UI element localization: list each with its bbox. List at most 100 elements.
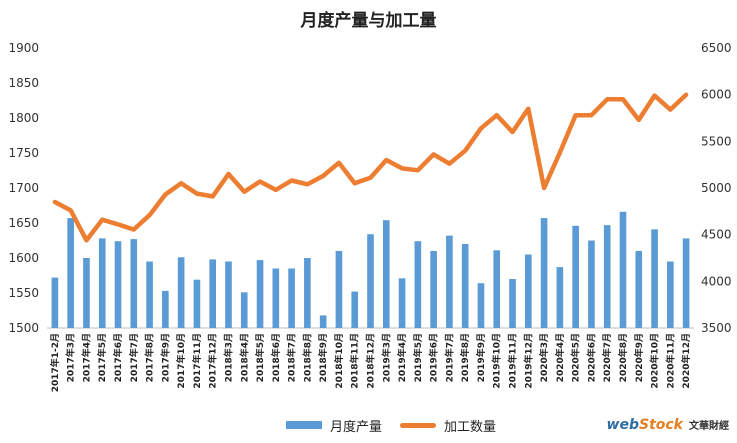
legend-line-swatch [400,422,437,428]
category-label-16: 2018年8月 [301,333,313,382]
watermark-brand-a: web [606,417,639,433]
bar-24 [430,251,437,328]
category-label-6: 2017年8月 [144,333,156,382]
processing-line [52,92,689,243]
category-label-26: 2019年8月 [459,333,471,382]
bar-25 [446,235,453,328]
left-tick-5: 1750 [8,146,39,160]
category-label-29: 2019年11月 [507,333,519,389]
left-tick-4: 1700 [8,181,39,195]
bar-series [51,211,690,328]
right-tick-3: 5000 [701,181,732,195]
category-label-19: 2018年11月 [349,333,361,389]
category-label-8: 2017年10月 [175,333,187,389]
bar-3 [98,238,106,328]
left-axis-ticks: 1500 1550 1600 1650 1700 1750 1800 1850 1900 [8,41,39,335]
left-tick-2: 1600 [8,251,39,265]
category-label-5: 2017年7月 [128,333,140,382]
right-tick-2: 4500 [701,228,732,242]
category-label-24: 2019年6月 [428,333,440,382]
left-tick-1: 1550 [8,286,39,300]
watermark-sub: 文華財經 [689,421,729,432]
bar-37 [635,251,643,328]
category-label-12: 2018年4月 [238,333,250,382]
line-series [52,92,689,243]
category-label-31: 2020年3月 [538,333,550,382]
bar-18 [335,251,343,328]
bar-31 [540,218,548,328]
category-label-9: 2017年11月 [191,333,203,389]
category-label-10: 2017年12月 [207,333,219,389]
category-label-39: 2020年11月 [664,333,676,389]
category-label-37: 2020年9月 [633,333,645,382]
bar-22 [398,278,406,328]
bar-5 [130,239,138,328]
right-tick-5: 6000 [701,88,732,102]
category-label-15: 2018年7月 [286,333,298,382]
bar-33 [572,225,579,328]
category-label-18: 2018年10月 [333,333,345,389]
right-tick-4: 5500 [701,134,732,148]
left-tick-0: 1500 [8,321,39,335]
category-label-30: 2019年12月 [522,333,534,389]
legend-item-production: 月度产量 [286,416,382,435]
category-label-0: 2017年1-2月 [49,333,61,392]
category-label-13: 2018年5月 [254,333,266,382]
bar-10 [209,259,217,328]
category-label-32: 2020年4月 [554,333,566,382]
legend-label-processing: 加工数量 [444,419,497,435]
category-label-4: 2017年6月 [112,333,124,382]
category-label-11: 2018年3月 [222,333,234,382]
category-label-40: 2020年12月 [680,333,692,389]
category-label-2: 2017年4月 [80,333,92,382]
category-label-1: 2017年3月 [65,333,77,382]
bar-26 [461,244,469,328]
bar-11 [225,261,232,328]
bar-23 [414,241,422,328]
legend-label-production: 月度产量 [330,419,383,435]
bar-12 [240,292,248,328]
category-label-28: 2019年10月 [491,333,503,389]
category-label-33: 2020年5月 [570,333,582,382]
legend: 月度产量 加工数量 [286,416,514,435]
left-tick-8: 1900 [8,41,39,55]
bar-34 [588,240,595,328]
bar-15 [288,268,295,328]
category-label-25: 2019年7月 [443,333,455,382]
right-axis-ticks: 3500 4000 4500 5000 5500 6000 6500 [701,41,732,335]
category-label-21: 2019年3月 [380,333,392,382]
bar-14 [272,268,280,328]
category-label-22: 2019年4月 [396,333,408,382]
bar-1 [67,218,74,328]
bar-36 [619,211,627,328]
category-label-3: 2017年5月 [96,333,108,382]
bar-9 [193,279,201,328]
category-label-23: 2019年5月 [412,333,424,382]
bar-40 [682,238,690,328]
bar-4 [114,241,122,328]
watermark-brand-b: Stock [638,417,683,433]
category-label-27: 2019年9月 [475,333,487,382]
left-tick-7: 1850 [8,76,39,90]
category-label-34: 2020年6月 [585,333,597,382]
bar-39 [667,261,674,328]
watermark-brand: webStock [607,417,683,433]
bar-0 [51,277,59,328]
category-label-20: 2018年12月 [365,333,377,389]
bar-30 [524,254,532,328]
category-label-38: 2020年10月 [649,333,661,389]
bar-16 [304,258,311,328]
chart-title: 月度产量与加工量 [300,11,437,31]
category-label-7: 2017年9月 [159,333,171,382]
right-tick-1: 4000 [701,274,732,288]
category-label-35: 2020年7月 [601,333,613,382]
category-label-14: 2018年6月 [270,333,282,382]
bar-17 [319,315,327,328]
bar-2 [83,258,90,328]
bar-20 [367,234,374,328]
bar-29 [509,279,516,328]
bar-32 [556,267,564,328]
legend-item-processing: 加工数量 [400,416,496,435]
watermark-logo: webStock 文華財經 [607,417,729,433]
bar-28 [493,250,501,328]
